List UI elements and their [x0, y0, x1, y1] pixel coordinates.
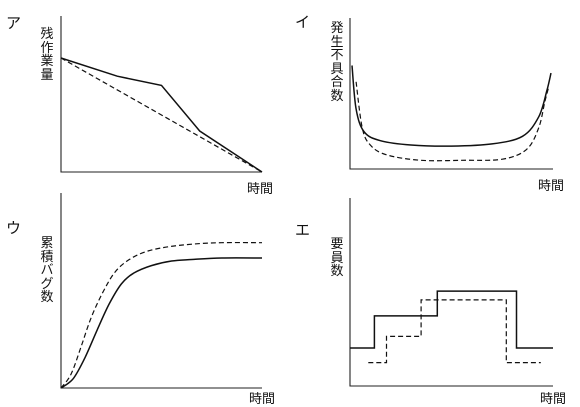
series-i-dashed — [355, 81, 550, 162]
series-e-solid — [350, 290, 553, 349]
axes-i — [349, 18, 553, 170]
panel-letter-a: ア — [6, 14, 22, 32]
chart-a — [60, 16, 263, 173]
series-a-dashed — [60, 57, 263, 173]
axes-e — [349, 198, 553, 387]
series-u-dashed — [60, 241, 263, 389]
series-a-solid — [60, 57, 263, 173]
chart-i — [349, 18, 553, 170]
ylabel-i: 発生不具合数 — [330, 21, 344, 104]
panel-letter-e: エ — [295, 221, 311, 239]
ylabel-u: 累積バグ数 — [40, 236, 54, 305]
xlabel-i: 時間 — [538, 179, 565, 194]
axes-a — [60, 16, 262, 173]
panel-letter-i: イ — [295, 13, 311, 31]
xlabel-e: 時間 — [540, 392, 567, 407]
series-u-solid — [60, 257, 263, 389]
ylabel-a: 残作業量 — [40, 27, 54, 83]
xlabel-a: 時間 — [247, 182, 274, 197]
chart-u — [60, 193, 263, 389]
xlabel-u: 時間 — [249, 392, 276, 407]
ylabel-e: 要員数 — [330, 237, 344, 279]
axes-u — [60, 193, 262, 389]
chart-e — [349, 198, 553, 387]
series-i-solid — [351, 65, 552, 147]
panel-letter-u: ウ — [6, 219, 22, 237]
series-e-dashed — [368, 299, 541, 364]
